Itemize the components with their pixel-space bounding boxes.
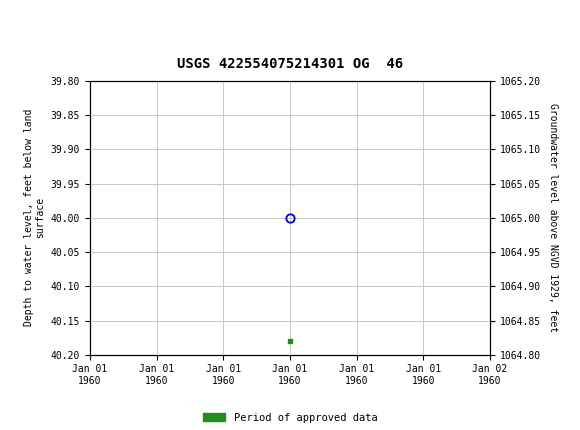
Y-axis label: Depth to water level, feet below land
surface: Depth to water level, feet below land su… <box>24 109 45 326</box>
Legend: Period of approved data: Period of approved data <box>202 413 378 423</box>
Bar <box>5 3 54 35</box>
Text: USGS: USGS <box>63 9 118 27</box>
Y-axis label: Groundwater level above NGVD 1929, feet: Groundwater level above NGVD 1929, feet <box>548 103 557 332</box>
Text: USGS 422554075214301 OG  46: USGS 422554075214301 OG 46 <box>177 57 403 71</box>
